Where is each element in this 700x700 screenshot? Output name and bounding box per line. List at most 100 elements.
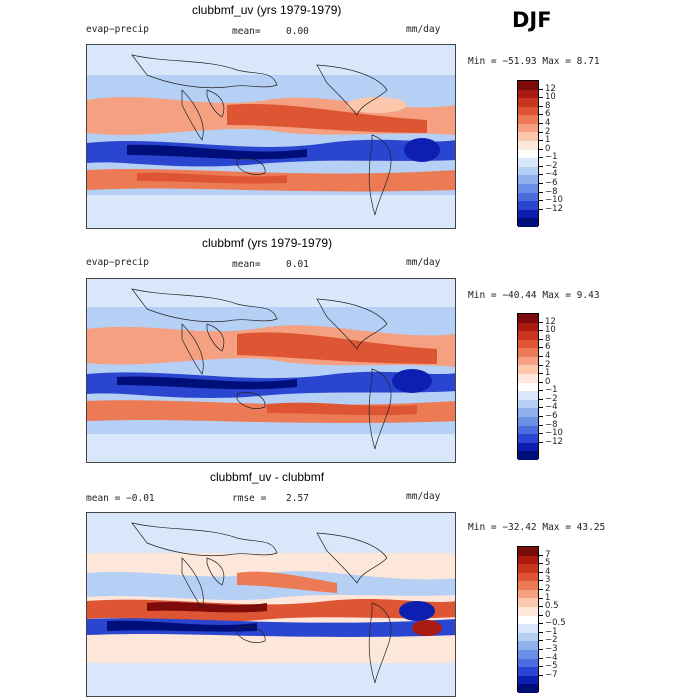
- colorbar-tick: [539, 580, 543, 582]
- colorbar-tick: [539, 191, 543, 193]
- colorbar-level-label: 5: [545, 558, 551, 569]
- colorbar-tick: [539, 364, 543, 366]
- panel-3-colorbar-swatch: [518, 581, 538, 590]
- colorbar-tick: [539, 597, 543, 599]
- colorbar-tick: [539, 606, 543, 608]
- panel-1-colorbar-swatch: [518, 209, 538, 219]
- colorbar-tick: [539, 649, 543, 651]
- panel-3-colorbar-swatch: [518, 615, 538, 625]
- colorbar-level-label: −10: [545, 195, 563, 206]
- colorbar-tick: [539, 131, 543, 133]
- panel-2-colorbar-swatch: [518, 434, 538, 443]
- panel-2-colorbar-swatch: [518, 365, 538, 375]
- panel-3-map: [86, 512, 456, 697]
- panel-3-colorbar-swatch: [518, 598, 538, 608]
- panel-2-colorbar-swatch: [518, 425, 538, 435]
- colorbar-level-label: −2: [545, 635, 558, 646]
- panel-2-colorbar-swatch: [518, 399, 538, 409]
- colorbar-level-label: 7: [545, 549, 551, 560]
- panel-2-colorbar-swatch: [518, 374, 538, 383]
- colorbar-tick: [539, 97, 543, 99]
- colorbar-tick: [539, 165, 543, 167]
- colorbar-level-label: 10: [545, 92, 556, 103]
- panel-2-colorbar-swatch: [518, 442, 538, 452]
- panel-1-colorbar-swatch: [518, 218, 538, 227]
- colorbar-tick: [539, 614, 543, 616]
- colorbar-tick: [539, 563, 543, 565]
- panel-1-colorbar-swatch: [518, 141, 538, 150]
- panel-2-units: mm/day: [406, 257, 441, 268]
- colorbar-tick: [539, 424, 543, 426]
- panel-3-colorbar-swatch: [518, 547, 538, 556]
- panel-3-minmax: Min = −32.42 Max = 43.25: [468, 522, 606, 533]
- colorbar-level-label: −8: [545, 419, 558, 430]
- panel-1-mean-label: mean=: [232, 26, 261, 37]
- panel-2-colorbar-swatch: [518, 416, 538, 426]
- panel-2-colorbar-swatch: [518, 314, 538, 323]
- colorbar-level-label: 12: [545, 83, 556, 94]
- colorbar-tick: [539, 174, 543, 176]
- colorbar-tick: [539, 122, 543, 124]
- colorbar-tick: [539, 433, 543, 435]
- colorbar-level-label: 8: [545, 333, 551, 344]
- colorbar-tick: [539, 381, 543, 383]
- panel-1-map-field: [87, 45, 455, 228]
- panel-2-variable-label: evap−precip: [86, 257, 149, 268]
- panel-2-minmax: Min = −40.44 Max = 9.43: [468, 290, 600, 301]
- colorbar-level-label: 1: [545, 592, 551, 603]
- colorbar-tick: [539, 208, 543, 210]
- panel-2-mean-value: 0.01: [286, 259, 309, 270]
- panel-3-colorbar-swatch: [518, 641, 538, 650]
- panel-1-variable-label: evap−precip: [86, 24, 149, 35]
- colorbar-level-label: −10: [545, 428, 563, 439]
- colorbar-level-label: −3: [545, 644, 558, 655]
- colorbar-level-label: −12: [545, 436, 563, 447]
- panel-2-mean-label: mean=: [232, 259, 261, 270]
- colorbar-level-label: 0.5: [545, 601, 559, 612]
- colorbar-tick: [539, 157, 543, 159]
- panel-1-colorbar-swatch: [518, 115, 538, 124]
- colorbar-tick: [539, 114, 543, 116]
- panel-2-title: clubbmf (yrs 1979-1979): [202, 236, 333, 250]
- colorbar-tick: [539, 105, 543, 107]
- panel-3-colorbar-swatch: [518, 564, 538, 573]
- colorbar-level-label: −1: [545, 152, 558, 163]
- panel-2-colorbar-swatch: [518, 348, 538, 357]
- panel-3-colorbar-swatch: [518, 675, 538, 685]
- colorbar-level-label: −0.5: [545, 618, 566, 629]
- panel-3-colorbar-swatch: [518, 624, 538, 633]
- colorbar-level-label: 2: [545, 583, 551, 594]
- panel-1-colorbar-swatch: [518, 132, 538, 142]
- colorbar-level-label: 0: [545, 143, 551, 154]
- panel-3-colorbar-swatch: [518, 555, 538, 565]
- panel-2-colorbar-swatch: [518, 391, 538, 400]
- panel-2-colorbar-swatch: [518, 408, 538, 417]
- colorbar-level-label: 6: [545, 342, 551, 353]
- panel-1-units: mm/day: [406, 24, 441, 35]
- colorbar-level-label: 2: [545, 359, 551, 370]
- panel-3-colorbar-swatch: [518, 632, 538, 642]
- panel-1-colorbar-swatch: [518, 123, 538, 133]
- colorbar-tick: [539, 390, 543, 392]
- colorbar-level-label: −4: [545, 652, 558, 663]
- colorbar-level-label: −5: [545, 661, 558, 672]
- panel-3-title: clubbmf_uv - clubbmf: [210, 470, 325, 484]
- panel-1-colorbar-swatch: [518, 81, 538, 90]
- panel-2-map-field: [87, 279, 455, 462]
- panel-3-mean-label: mean = −0.01: [86, 493, 155, 504]
- colorbar-level-label: −6: [545, 178, 558, 189]
- panel-3-colorbar: [517, 546, 539, 693]
- season-label: DJF: [512, 8, 552, 32]
- panel-1-colorbar-swatch: [518, 183, 538, 193]
- colorbar-tick: [539, 674, 543, 676]
- colorbar-tick: [539, 338, 543, 340]
- colorbar-level-label: 0: [545, 609, 551, 620]
- colorbar-level-label: 4: [545, 566, 551, 577]
- panel-1-title: clubbmf_uv (yrs 1979-1979): [192, 3, 342, 17]
- panel-2-map: [86, 278, 456, 463]
- panel-3-colorbar-swatch: [518, 572, 538, 582]
- colorbar-tick: [539, 631, 543, 633]
- colorbar-tick: [539, 200, 543, 202]
- panel-1-colorbar-swatch: [518, 158, 538, 167]
- panel-3-colorbar-swatch: [518, 684, 538, 693]
